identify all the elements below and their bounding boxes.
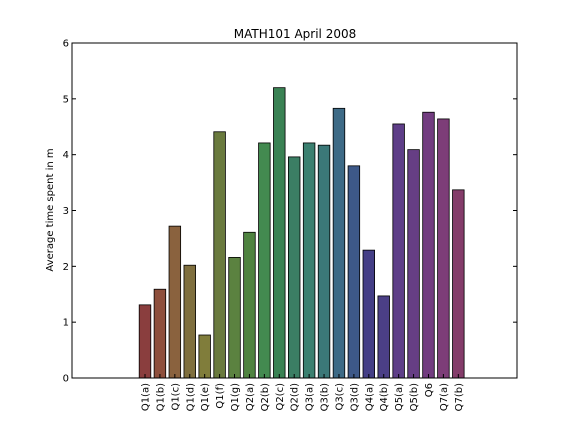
y-tick-label: 4 (63, 150, 69, 161)
y-axis-label: Average time spent in m (45, 148, 56, 271)
y-tick-label: 5 (63, 94, 69, 105)
bar-q1g (228, 256, 241, 379)
x-tick-label: Q1(d) (185, 383, 196, 411)
x-tick-label: Q7(a) (439, 383, 450, 411)
x-tick-label: Q2(a) (245, 383, 256, 411)
bar-q1d (183, 264, 196, 379)
x-tick-label: Q3(d) (349, 383, 360, 411)
x-tick-label: Q4(a) (364, 383, 375, 411)
y-tick-label: 3 (63, 206, 69, 217)
bar-q7b (452, 189, 465, 379)
bar-q3a (302, 142, 316, 379)
x-tick-label: Q2(d) (290, 383, 301, 411)
x-tick-label: Q1(a) (141, 383, 152, 411)
x-tick-label: Q3(c) (334, 383, 345, 411)
x-tick-label: Q5(b) (409, 383, 420, 411)
x-tick-label: Q5(a) (394, 383, 405, 411)
bar-q2b (258, 142, 271, 379)
x-tick-label: Q3(b) (320, 383, 331, 411)
y-tick-label: 0 (63, 374, 69, 385)
bar-q6 (422, 111, 435, 379)
x-tick-label: Q1(g) (230, 383, 241, 411)
bar-q5b (407, 149, 420, 379)
bar-q2a (243, 231, 256, 379)
y-tick-label: 6 (63, 39, 69, 50)
x-tick-label: Q1(f) (215, 383, 226, 409)
bar-q3d (347, 165, 361, 379)
x-tick-label: Q4(b) (379, 383, 390, 411)
y-tick-label: 1 (63, 318, 69, 329)
x-tick-label: Q7(b) (454, 383, 465, 411)
x-tick-label: Q2(c) (275, 383, 286, 411)
x-tick-label: Q3(a) (305, 383, 316, 411)
bar-q4b (377, 295, 390, 379)
x-tick-label: Q1(c) (170, 383, 181, 411)
x-tick-label: Q6 (424, 383, 435, 397)
plot-frame (71, 42, 518, 379)
bar-q1f (213, 131, 226, 379)
bar-q1c (168, 225, 182, 379)
bar-q1a (138, 304, 152, 379)
bar-q5a (392, 123, 405, 379)
bar-q1b (153, 288, 167, 379)
x-tick-label: Q1(b) (155, 383, 166, 411)
bar-q2c (273, 87, 286, 379)
bar-q7a (437, 118, 450, 379)
bar-q2d (287, 156, 301, 379)
x-tick-label: Q1(e) (200, 383, 211, 411)
bar-q4a (362, 249, 376, 379)
chart-title: MATH101 April 2008 (234, 27, 356, 41)
bar-q1e (198, 334, 211, 379)
axis-ticks: Q1(a) Q1(b) Q1(c) Q1(d) Q1(e) Q1(f) Q1(g) Q2(a)… (63, 39, 517, 411)
bar-q3b (317, 144, 331, 379)
bar-q3c (332, 107, 346, 379)
y-tick-label: 2 (63, 262, 69, 273)
x-tick-label: Q2(b) (260, 383, 271, 411)
bar-series (138, 87, 465, 379)
